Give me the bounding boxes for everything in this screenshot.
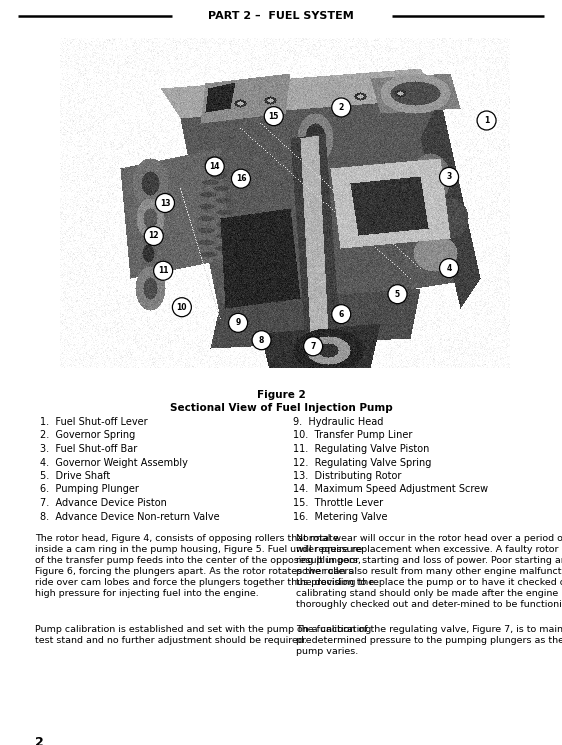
Text: Figure 2: Figure 2 xyxy=(257,390,305,400)
Text: 1.  Fuel Shut-off Lever: 1. Fuel Shut-off Lever xyxy=(40,417,148,427)
Text: 5.  Drive Shaft: 5. Drive Shaft xyxy=(40,471,110,481)
Circle shape xyxy=(388,285,407,304)
Text: calibrating stand should only be made after the engine has been: calibrating stand should only be made af… xyxy=(296,589,562,598)
Text: of the transfer pump feeds into the center of the opposing plungers,: of the transfer pump feeds into the cent… xyxy=(35,556,361,565)
Text: 4.  Governor Weight Assembly: 4. Governor Weight Assembly xyxy=(40,457,188,468)
Text: 7: 7 xyxy=(310,342,316,351)
Text: Normal wear will occur in the rotor head over a period of time and: Normal wear will occur in the rotor head… xyxy=(296,534,562,543)
Text: result in poor starting and loss of power. Poor starting and loss of: result in poor starting and loss of powe… xyxy=(296,556,562,565)
Text: Figure 6, forcing the plungers apart. As the rotor rotates the rollers: Figure 6, forcing the plungers apart. As… xyxy=(35,567,353,576)
Text: 13.  Distributing Rotor: 13. Distributing Rotor xyxy=(293,471,401,481)
Text: ride over cam lobes and force the plungers together thus providing the: ride over cam lobes and force the plunge… xyxy=(35,578,374,587)
Text: 10: 10 xyxy=(176,302,187,311)
Text: 8: 8 xyxy=(259,336,264,345)
Text: 12.  Regulating Valve Spring: 12. Regulating Valve Spring xyxy=(293,457,432,468)
Text: pump varies.: pump varies. xyxy=(296,647,358,656)
Text: test stand and no further adjustment should be required.: test stand and no further adjustment sho… xyxy=(35,636,307,645)
Text: high pressure for injecting fuel into the engine.: high pressure for injecting fuel into th… xyxy=(35,589,259,598)
Text: 2.  Governor Spring: 2. Governor Spring xyxy=(40,431,135,440)
Text: 4: 4 xyxy=(446,264,452,273)
Text: 1: 1 xyxy=(484,116,489,125)
Text: 3.  Fuel Shut-off Bar: 3. Fuel Shut-off Bar xyxy=(40,444,137,454)
Circle shape xyxy=(439,259,459,278)
Text: 11: 11 xyxy=(158,266,169,275)
Circle shape xyxy=(264,107,283,126)
Text: 2: 2 xyxy=(35,736,44,745)
Text: thoroughly checked out and deter-mined to be functioning properly.: thoroughly checked out and deter-mined t… xyxy=(296,600,562,609)
Text: The rotor head, Figure 4, consists of opposing rollers that rotate: The rotor head, Figure 4, consists of op… xyxy=(35,534,339,543)
Circle shape xyxy=(144,226,163,246)
Circle shape xyxy=(173,298,192,317)
Circle shape xyxy=(332,305,351,323)
Text: 8.  Advance Device Non-return Valve: 8. Advance Device Non-return Valve xyxy=(40,512,220,522)
Text: inside a cam ring in the pump housing, Figure 5. Fuel under pressure: inside a cam ring in the pump housing, F… xyxy=(35,545,362,554)
Text: 16.  Metering Valve: 16. Metering Valve xyxy=(293,512,388,522)
Text: 10.  Transfer Pump Liner: 10. Transfer Pump Liner xyxy=(293,431,413,440)
Circle shape xyxy=(439,168,459,186)
Text: 14: 14 xyxy=(210,162,220,171)
Text: 5: 5 xyxy=(395,290,400,299)
Circle shape xyxy=(229,314,248,332)
Text: 2: 2 xyxy=(339,103,344,112)
Text: 9: 9 xyxy=(235,318,241,327)
Text: the decision to replace the pump or to have it checked on a: the decision to replace the pump or to h… xyxy=(296,578,562,587)
Circle shape xyxy=(205,157,224,176)
Text: power can also result from many other engine malfunctions, therefore: power can also result from many other en… xyxy=(296,567,562,576)
Text: The function of the regulating valve, Figure 7, is to maintain a: The function of the regulating valve, Fi… xyxy=(296,625,562,634)
Text: 9.  Hydraulic Head: 9. Hydraulic Head xyxy=(293,417,383,427)
Circle shape xyxy=(153,261,173,280)
Text: 15.  Throttle Lever: 15. Throttle Lever xyxy=(293,498,383,508)
Text: PART 2 –  FUEL SYSTEM: PART 2 – FUEL SYSTEM xyxy=(208,11,354,21)
Text: will require replacement when excessive. A faulty rotor head will: will require replacement when excessive.… xyxy=(296,545,562,554)
Text: 7.  Advance Device Piston: 7. Advance Device Piston xyxy=(40,498,167,508)
Text: 16: 16 xyxy=(235,174,246,183)
Text: Pump calibration is established and set with the pump on a calibrating: Pump calibration is established and set … xyxy=(35,625,371,634)
Text: 13: 13 xyxy=(160,198,170,208)
Circle shape xyxy=(232,169,251,188)
Text: 3: 3 xyxy=(446,172,452,182)
Text: 14.  Maximum Speed Adjustment Screw: 14. Maximum Speed Adjustment Screw xyxy=(293,484,488,495)
Circle shape xyxy=(156,194,174,212)
Text: predetermined pressure to the pumping plungers as the speed of the: predetermined pressure to the pumping pl… xyxy=(296,636,562,645)
Circle shape xyxy=(477,111,496,130)
Text: Sectional View of Fuel Injection Pump: Sectional View of Fuel Injection Pump xyxy=(170,403,392,413)
Text: 15: 15 xyxy=(269,112,279,121)
Circle shape xyxy=(303,337,323,356)
Text: 6: 6 xyxy=(339,310,344,319)
Circle shape xyxy=(332,98,351,117)
Circle shape xyxy=(252,331,271,349)
Text: 12: 12 xyxy=(148,232,159,241)
Text: 11.  Regulating Valve Piston: 11. Regulating Valve Piston xyxy=(293,444,429,454)
Text: 6.  Pumping Plunger: 6. Pumping Plunger xyxy=(40,484,139,495)
